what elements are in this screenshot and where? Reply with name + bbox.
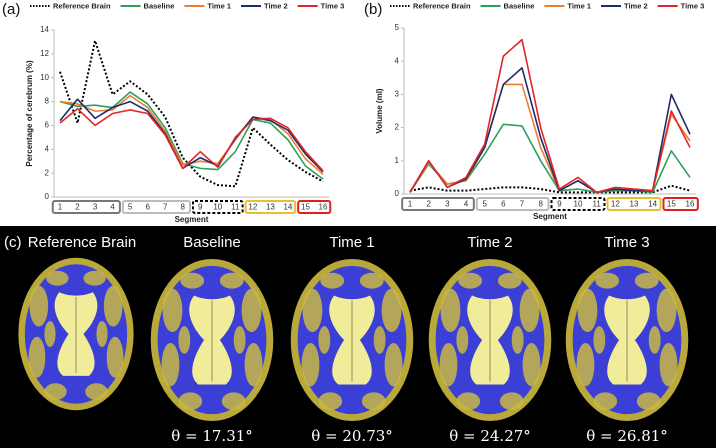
panel-label: (b) [364,1,382,18]
x-tick-label: 11 [593,200,602,209]
image-caption: θ = 17.31° [171,427,253,445]
x-tick-label: 4 [110,203,115,212]
legend-label: Time 3 [681,1,705,10]
image-title: Time 1 [329,234,374,251]
brain-image [565,258,689,422]
legend-label: Reference Brain [53,1,111,10]
y-axis-label: Percentage of cerebrum (%) [25,60,34,167]
image-title: Time 2 [467,234,512,251]
x-tick-label: 8 [181,203,186,212]
y-axis-label: Volume (ml) [375,88,384,134]
x-tick-label: 13 [266,203,275,212]
legend-label: Time 1 [567,1,591,10]
x-tick-label: 2 [426,200,431,209]
x-tick-label: 15 [301,203,310,212]
x-tick-label: 16 [319,203,328,212]
x-tick-label: 7 [520,200,525,209]
brain-image [428,258,552,422]
image-caption: θ = 26.81° [586,427,668,445]
x-tick-label: 16 [686,200,695,209]
y-tick-label: 6 [45,121,50,130]
x-tick-label: 6 [145,203,150,212]
image-title: Time 3 [604,234,649,251]
x-tick-label: 14 [283,203,292,212]
series-line [409,184,691,194]
segment-group-box [475,197,550,211]
x-tick-label: 11 [231,203,240,212]
x-tick-label: 5 [128,203,133,212]
segment-group-box [662,197,699,211]
y-tick-label: 4 [395,56,400,65]
segment-group-box [121,200,191,214]
legend-label: Baseline [144,1,175,10]
panel-label: (c) [4,234,22,251]
x-tick-label: 13 [630,200,639,209]
image-caption: θ = 24.27° [449,427,531,445]
legend-label: Time 2 [624,1,648,10]
y-tick-label: 0 [45,192,50,201]
series-line [59,107,324,172]
y-tick-label: 12 [40,49,49,58]
x-tick-label: 2 [75,203,80,212]
y-tick-label: 8 [45,97,50,106]
brain-image [150,258,274,422]
brain-image [17,257,135,411]
y-tick-label: 0 [395,189,400,198]
image-title: Baseline [183,234,241,251]
x-tick-label: 10 [213,203,222,212]
image-title: Reference Brain [28,234,136,251]
x-tick-label: 10 [574,200,583,209]
x-tick-label: 3 [445,200,450,209]
y-tick-label: 14 [40,25,49,34]
segment-group-box [401,197,475,211]
series-line [59,98,324,173]
x-tick-label: 5 [482,200,487,209]
legend-label: Time 2 [264,1,288,10]
x-tick-label: 4 [464,200,469,209]
x-tick-label: 3 [93,203,98,212]
legend-label: Baseline [504,1,535,10]
x-tick-label: 15 [667,200,676,209]
y-tick-label: 10 [40,73,49,82]
segment-group-box [550,197,606,211]
image-caption: θ = 20.73° [311,427,393,445]
y-tick-label: 2 [395,123,400,132]
y-tick-label: 3 [395,90,400,99]
y-tick-label: 2 [45,168,50,177]
legend-label: Reference Brain [413,1,471,10]
y-tick-label: 1 [395,156,400,165]
x-tick-label: 7 [163,203,168,212]
segment-group-box [297,200,332,214]
segment-group-box [606,197,662,211]
x-axis-label: Segment [533,212,567,221]
x-tick-label: 9 [557,200,562,209]
panel-label: (a) [2,1,20,18]
segment-group-box [51,200,121,214]
x-tick-label: 9 [198,203,203,212]
x-tick-label: 12 [248,203,257,212]
legend-label: Time 1 [207,1,231,10]
legend-label: Time 3 [321,1,345,10]
x-tick-label: 12 [611,200,620,209]
x-tick-label: 6 [501,200,506,209]
series-line [59,91,324,180]
x-axis-label: Segment [175,215,209,224]
brain-image [290,258,414,422]
x-tick-label: 1 [408,200,413,209]
series-line [409,67,691,194]
x-tick-label: 1 [58,203,63,212]
y-tick-label: 5 [395,23,400,32]
segment-group-box [192,200,244,214]
series-line [409,38,691,194]
x-tick-label: 14 [648,200,657,209]
segment-group-box [244,200,297,214]
series-line [59,39,324,188]
x-tick-label: 8 [538,200,543,209]
y-tick-label: 4 [45,144,50,153]
